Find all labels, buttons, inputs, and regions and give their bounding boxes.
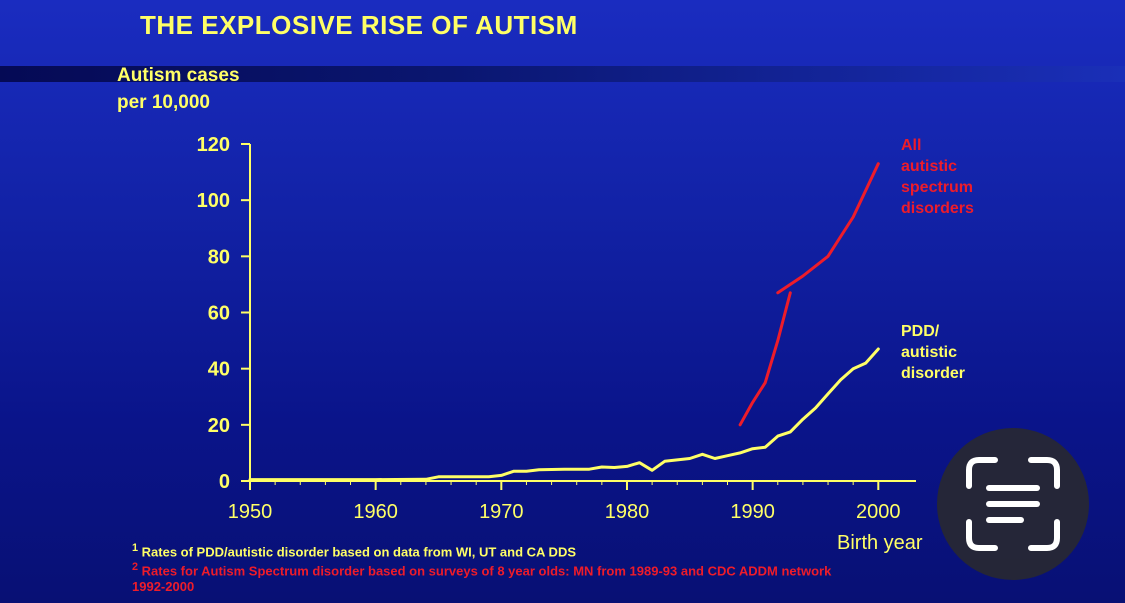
y-tick-label: 40 bbox=[208, 359, 230, 381]
series-label: autistic bbox=[901, 158, 957, 175]
chart-title: THE EXPLOSIVE RISE OF AUTISM bbox=[140, 10, 578, 40]
x-tick-label: 1950 bbox=[228, 501, 273, 523]
series-line bbox=[776, 162, 880, 295]
footnote-2-mark: 2 bbox=[132, 561, 139, 573]
text-scan-button[interactable] bbox=[937, 428, 1089, 580]
footnote-1-mark: 1 bbox=[132, 542, 139, 554]
y-tick-label: 100 bbox=[197, 190, 230, 212]
y-tick-label: 20 bbox=[208, 415, 230, 437]
footnote-2-continued: 1992-2000 bbox=[132, 579, 195, 594]
footnote-1: 1 Rates of PDD/autistic disorder based o… bbox=[132, 542, 576, 559]
y-axis-label-line: Autism cases bbox=[117, 65, 240, 86]
series-label: PDD/ bbox=[901, 323, 940, 340]
y-tick-label: 80 bbox=[208, 246, 230, 268]
x-tick-label: 2000 bbox=[856, 501, 901, 523]
x-tick-label: 1980 bbox=[605, 501, 650, 523]
series-label: spectrum bbox=[901, 179, 973, 196]
footnote-1-text: Rates of PDD/autistic disorder based on … bbox=[141, 544, 577, 560]
y-tick-label: 60 bbox=[208, 303, 230, 325]
x-tick-label: 1960 bbox=[353, 501, 398, 523]
y-tick-label: 0 bbox=[219, 471, 230, 493]
x-tick-label: 1970 bbox=[479, 501, 524, 523]
y-axis-label-line: per 10,000 bbox=[117, 92, 210, 113]
series-label: All bbox=[901, 137, 921, 154]
footnote-2: 2 Rates for Autism Spectrum disorder bas… bbox=[132, 561, 831, 578]
series-line bbox=[248, 347, 880, 482]
y-axis-label: Autism cases per 10,000 bbox=[117, 62, 240, 116]
series-label: disorder bbox=[901, 365, 965, 382]
series-line bbox=[738, 291, 792, 427]
text-scan-icon bbox=[966, 457, 1060, 551]
series-label: disorders bbox=[901, 200, 974, 217]
footnote-2-text: Rates for Autism Spectrum disorder based… bbox=[141, 563, 832, 579]
x-axis-label: Birth year bbox=[837, 532, 923, 554]
x-tick-label: 1990 bbox=[730, 501, 775, 523]
y-tick-label: 120 bbox=[197, 134, 230, 156]
series-label: autistic bbox=[901, 344, 957, 361]
title-divider bbox=[0, 66, 1125, 82]
